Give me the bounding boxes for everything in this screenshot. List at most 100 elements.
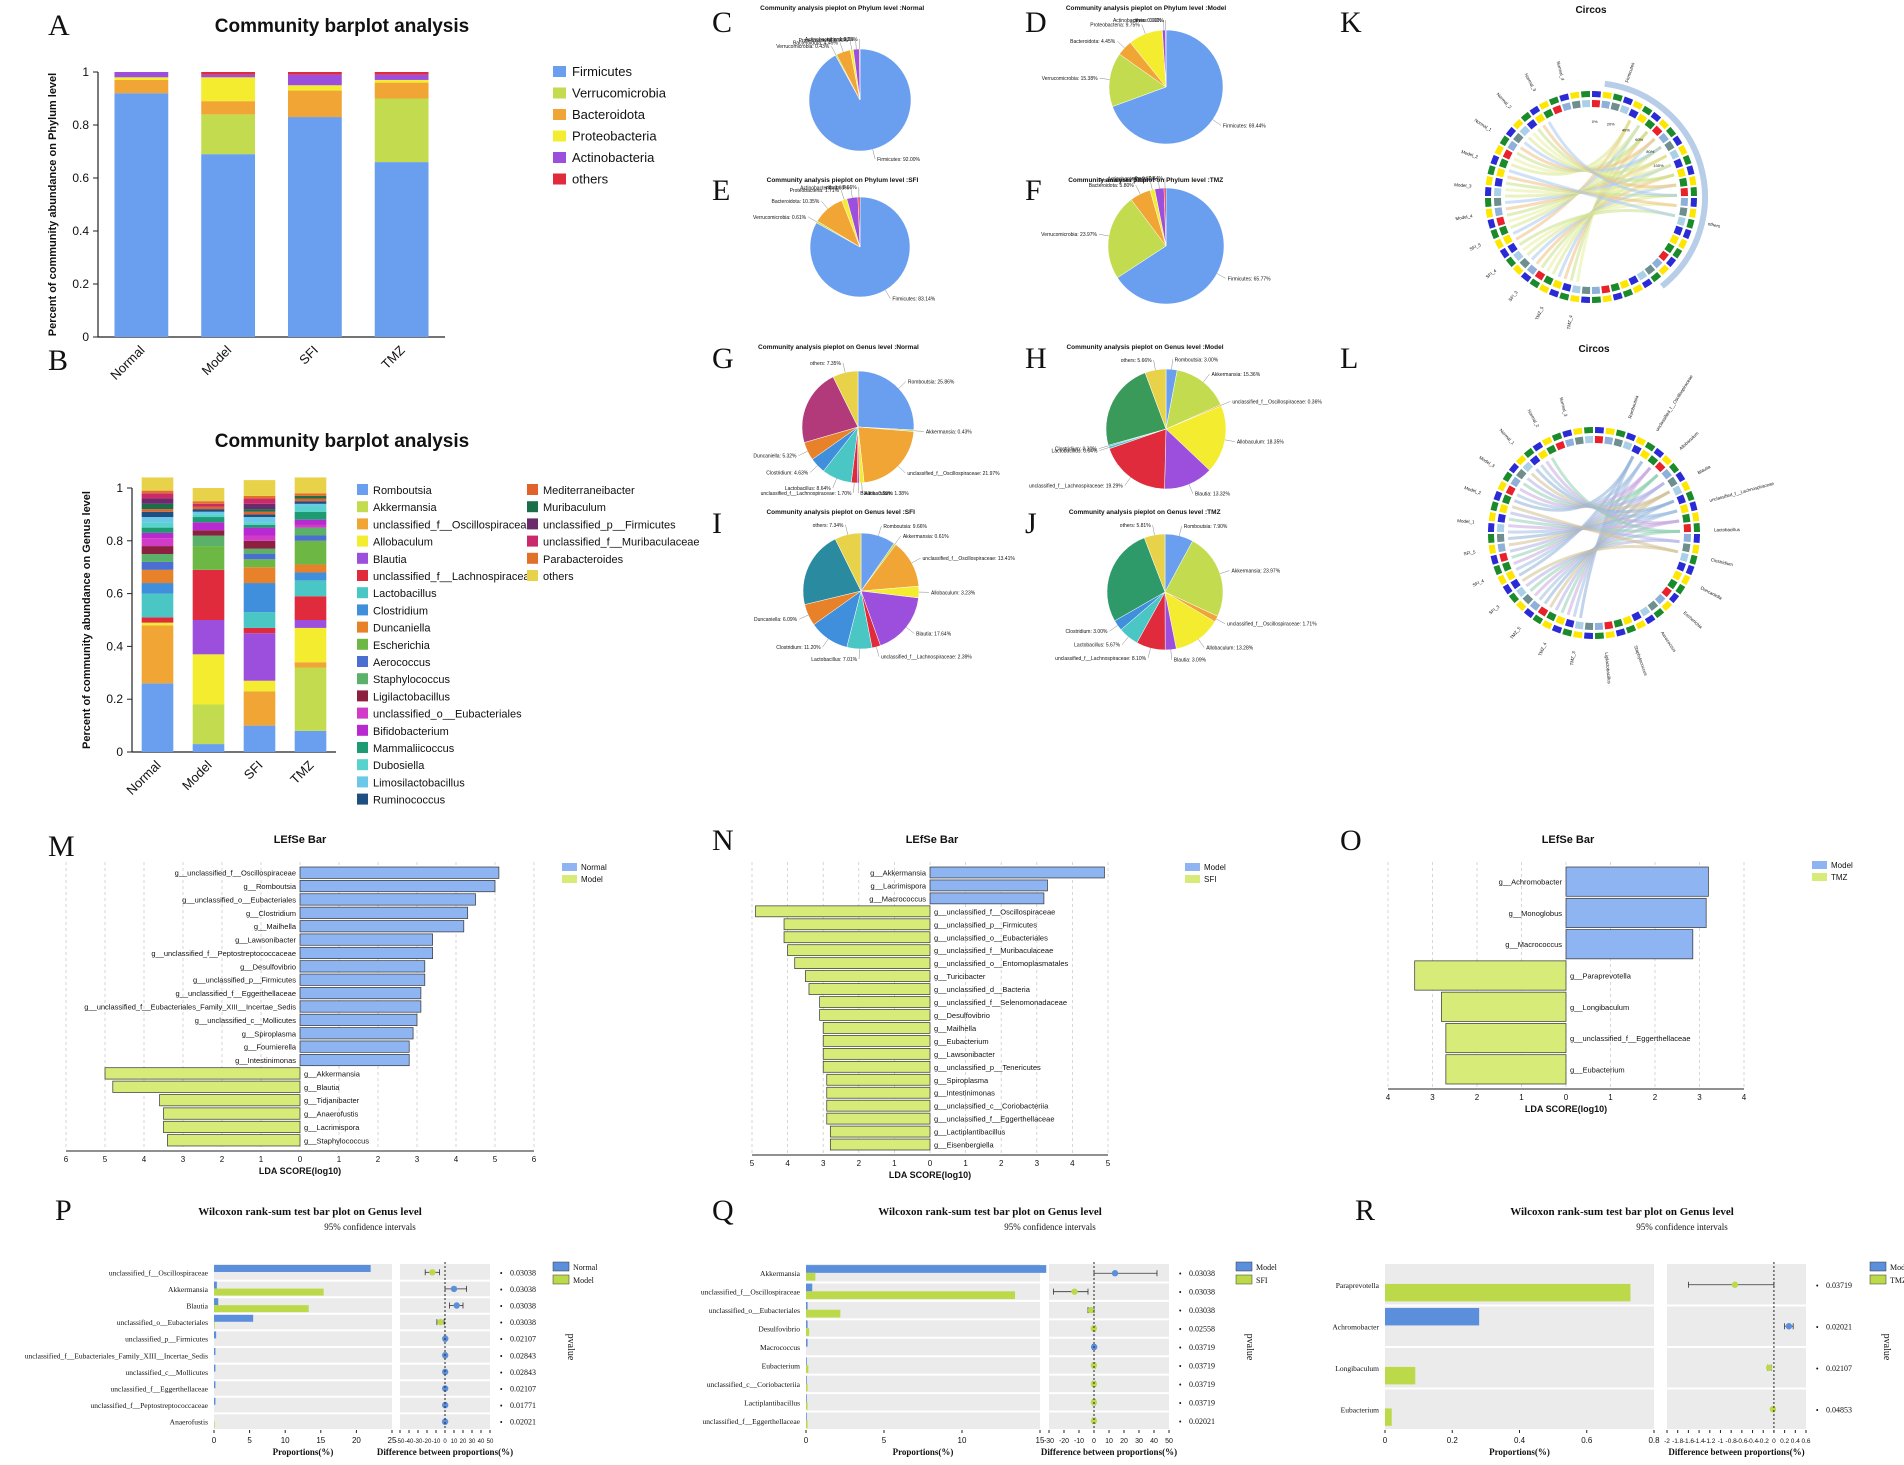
circos-ring-segment: [1654, 461, 1666, 473]
circos-ring-segment: [1631, 611, 1642, 622]
panel-label-q: Q: [712, 1194, 734, 1227]
circos-ring-segment: [1661, 468, 1672, 480]
taxon-label: unclassified_f__Eggerthellaceae: [703, 1417, 801, 1426]
circos-ring-segment: [1502, 234, 1513, 245]
diff-tick-label: 50: [1165, 1438, 1173, 1445]
chart-title: Circos: [1575, 5, 1607, 16]
slice-label: Proteobacteria: 1.71%: [790, 188, 840, 194]
taxon-label: g__Eubacterium: [1570, 1065, 1625, 1074]
circos-ring-segment: [1668, 462, 1680, 474]
circos-ring-segment: [1513, 132, 1524, 144]
bar-segment: [243, 509, 276, 512]
circos-sample-label: Model_3: [1478, 455, 1496, 469]
pvalue-label: 0.03038: [1189, 1306, 1215, 1315]
leader-line: [1198, 639, 1205, 648]
bar-segment: [243, 524, 276, 528]
circos-ring-segment: [1546, 444, 1557, 455]
taxon-label: Eubacterium: [762, 1361, 800, 1370]
circos-ring-segment: [1507, 140, 1518, 152]
pvalue-label: 0.02107: [1826, 1364, 1852, 1373]
pvalue-label: 0.02021: [510, 1418, 536, 1427]
bar-segment: [141, 617, 174, 623]
leader-line: [798, 451, 808, 456]
legend-swatch: [553, 87, 566, 99]
circos-ring-segment: [1602, 91, 1613, 99]
legend-swatch: [1869, 1274, 1887, 1285]
circos-ring-segment: [1610, 102, 1621, 112]
legend-swatch: [553, 66, 566, 77]
circos-taxon-label: unclassified_f__Lachnospiraceae: [1709, 481, 1775, 503]
bar-segment: [243, 691, 276, 726]
x-tick-label: 0: [298, 1155, 303, 1164]
slice-label: unclassified_f__Lachnospiraceae: 8.10%: [1055, 656, 1146, 662]
lda-bar: [929, 879, 1048, 892]
circos-chart-K: Circos TMZ_4 TMZ_5 SFI_3 SFI_4 SFI_5 Model_4 Mo…: [1454, 5, 1721, 330]
pvalue-dot: •: [500, 1387, 503, 1394]
x-tick-label: 3: [821, 1159, 826, 1168]
x-tick-label: Normal: [107, 342, 147, 382]
circos-ring-segment: [1541, 620, 1553, 630]
diff-axis-label: Difference between proportions(%): [377, 1447, 513, 1457]
bar-segment: [192, 517, 225, 523]
x-tick-label: 10: [958, 1436, 967, 1445]
legend-swatch: [553, 109, 566, 120]
bar-segment: [294, 493, 327, 496]
circos-sample-label: SFI_5: [1469, 242, 1482, 252]
bar-segment: [294, 667, 327, 731]
pvalue-axis-label: pvalue: [1244, 1334, 1255, 1361]
legend-label: Muribaculum: [543, 502, 606, 514]
taxon-label: Blautia: [186, 1302, 208, 1311]
circos-ring-segment: [1515, 454, 1527, 466]
circos-ring-segment: [1673, 158, 1683, 169]
circos-ring-segment: [1538, 284, 1550, 294]
panel-label-b: B: [48, 344, 68, 377]
bar-segment: [201, 154, 256, 337]
circos-ring-segment: [1552, 279, 1563, 289]
circos-ring-segment: [1675, 583, 1686, 595]
circos-ring-segment: [1641, 105, 1653, 116]
leader-line: [839, 42, 844, 52]
pvalue-dot: •: [1179, 1382, 1182, 1389]
x-tick-label: 0.6: [1581, 1436, 1593, 1445]
pvalue-axis-label: pvalue: [565, 1334, 576, 1361]
circos-sample-label: Model_2: [1461, 149, 1479, 159]
proportion-bar-group2: [1385, 1283, 1631, 1302]
taxon-label: g__Paraprevotella: [1570, 972, 1632, 981]
y-tick-label: 0.2: [106, 692, 123, 706]
lda-bar: [299, 1013, 418, 1026]
circos-ring-segment: [1502, 583, 1513, 595]
lda-bar: [805, 970, 931, 982]
x-axis-label: Proportions(%): [893, 1447, 954, 1457]
taxon-label: Desulfovibrio: [758, 1325, 800, 1334]
pvalue-label: 0.03038: [510, 1268, 536, 1277]
legend-swatch: [357, 518, 368, 530]
bar-segment: [287, 72, 342, 75]
circos-ring-segment: [1522, 461, 1534, 473]
circos-sample-label: TMZ_5: [1509, 625, 1522, 640]
bar-segment: [294, 580, 327, 597]
circos-ring-segment: [1690, 197, 1697, 208]
circos-ring-segment: [1494, 207, 1503, 217]
leader-line: [1099, 77, 1110, 80]
pvalue-label: 0.04853: [1826, 1405, 1852, 1414]
x-tick-label: 4: [142, 1155, 147, 1164]
bar-segment: [141, 509, 174, 512]
diff-point: [1765, 1364, 1773, 1371]
circos-ring-segment: [1543, 275, 1554, 286]
pie-chart-E: Community analysis pieplot on Phylum lev…: [753, 177, 936, 303]
chart-title: Circos: [1578, 344, 1610, 355]
circos-ribbon: [1518, 209, 1676, 247]
diff-point: [1090, 1325, 1098, 1332]
circos-sample-label: TMZ_4: [1566, 314, 1573, 329]
proportion-bar-group1: [214, 1298, 219, 1306]
x-axis-label: LDA SCORE(log10): [259, 1166, 341, 1176]
slice-label: Allobaculum: 1.38%: [864, 491, 909, 497]
circos-ring-segment: [1561, 102, 1572, 112]
taxon-label: g__unclassified_p__Tenericutes: [934, 1063, 1041, 1072]
diff-point: [429, 1269, 436, 1276]
circos-ring-segment: [1658, 264, 1670, 276]
circos-ribbon: [1550, 457, 1681, 533]
plot-background: [806, 1264, 1040, 1430]
bar-segment: [141, 511, 174, 518]
circos-ring-segment: [1689, 208, 1697, 219]
